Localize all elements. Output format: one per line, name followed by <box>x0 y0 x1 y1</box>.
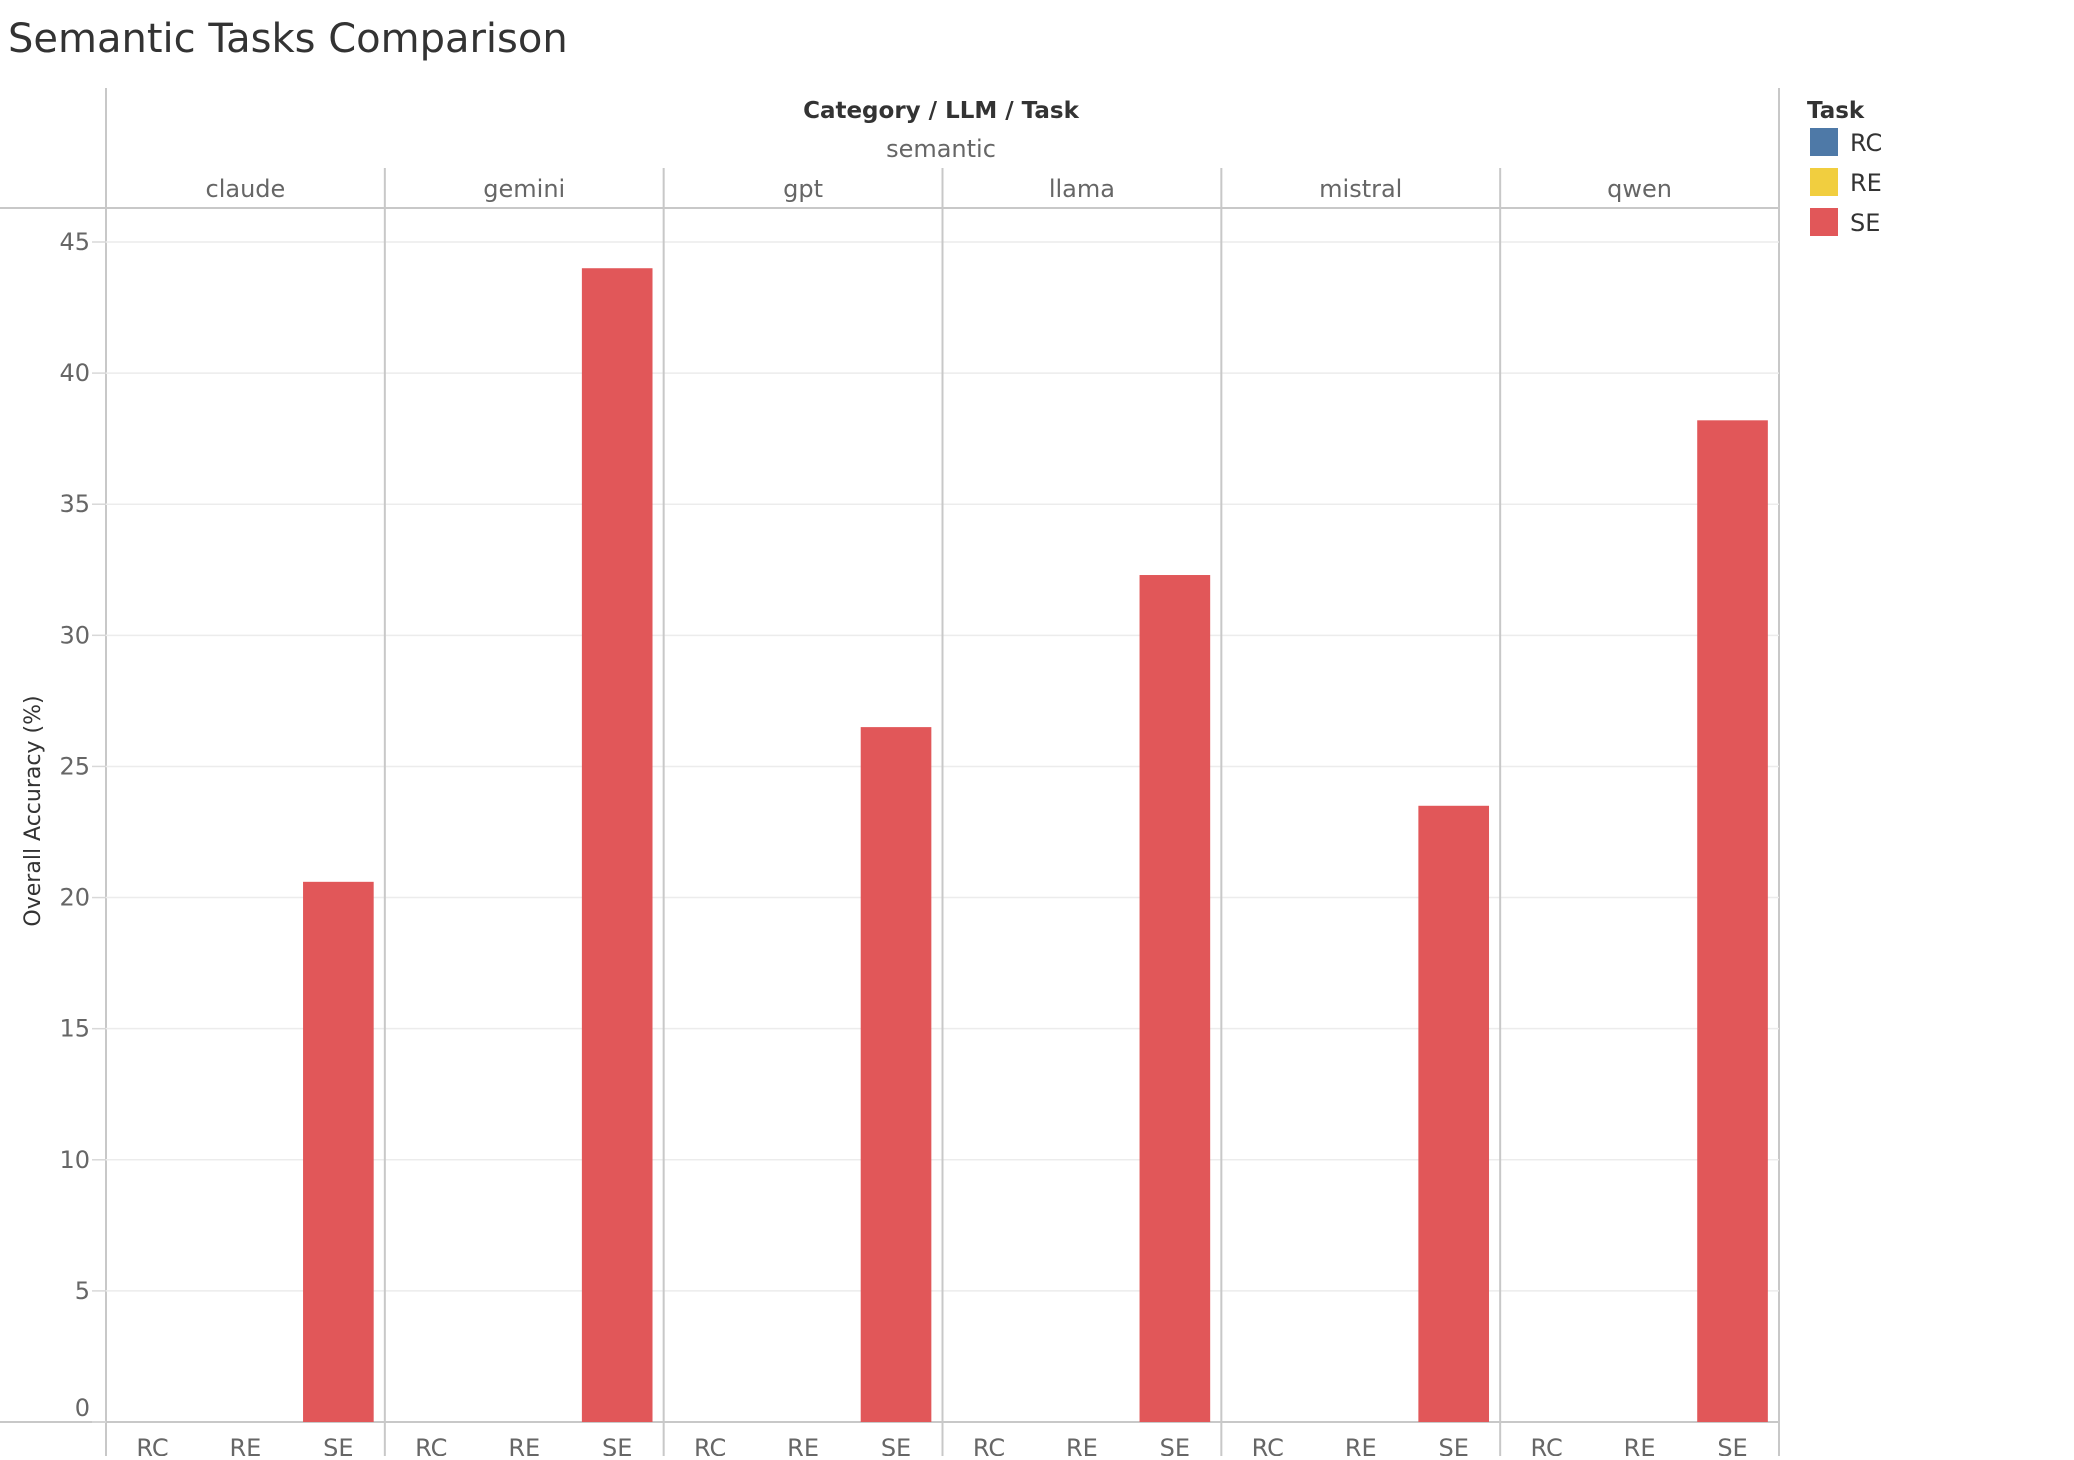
y-axis-ticks: 0 5 10 15 20 25 30 35 40 45 <box>59 228 106 1423</box>
bar-qwen-SE[interactable] <box>1697 420 1768 1422</box>
legend-title: Task <box>1807 98 1865 124</box>
llm-header-label: llama <box>1049 175 1115 203</box>
llm-header-label: qwen <box>1607 175 1672 203</box>
x-tick-label: RC <box>1252 1434 1284 1456</box>
panel-mistral: mistral RC RE SE <box>1220 168 1490 1460</box>
panel-qwen: qwen RC RE SE <box>1499 168 1768 1460</box>
panel-claude: claude RC RE SE <box>136 175 374 1460</box>
x-tick-label: SE <box>1438 1434 1468 1456</box>
bar-gemini-SE[interactable] <box>581 268 653 1423</box>
legend-swatch <box>1810 168 1838 196</box>
x-tick-label: RC <box>694 1434 726 1456</box>
x-tick-label: RC <box>973 1434 1005 1456</box>
legend-label: RE <box>1850 169 1882 197</box>
legend: RC RE SE <box>1810 128 1882 237</box>
header-title: Category / LLM / Task <box>803 98 1080 124</box>
x-tick-label: RC <box>415 1434 447 1456</box>
llm-header-label: gpt <box>783 175 823 203</box>
x-tick-label: SE <box>602 1434 632 1456</box>
y-tick-label: 35 <box>59 490 90 518</box>
legend-swatch <box>1810 208 1838 236</box>
panel-gpt: gpt RC RE SE <box>662 168 932 1460</box>
llm-header-label: gemini <box>483 175 565 203</box>
x-tick-label: RC <box>136 1434 168 1456</box>
x-tick-label: RC <box>1531 1434 1563 1456</box>
x-tick-label: SE <box>1160 1434 1190 1456</box>
y-tick-label: 45 <box>59 228 90 256</box>
y-tick-label: 20 <box>59 884 90 912</box>
y-tick-label: 25 <box>59 752 90 780</box>
y-tick-label: 10 <box>59 1146 90 1174</box>
x-tick-label: RE <box>1066 1434 1098 1456</box>
bar-mistral-SE[interactable] <box>1418 805 1490 1422</box>
category-label: semantic <box>886 135 996 163</box>
llm-header-label: mistral <box>1319 175 1402 203</box>
legend-item-RE[interactable]: RE <box>1810 168 1882 197</box>
panel-llama: llama RC RE SE <box>941 168 1211 1460</box>
llm-header-label: claude <box>206 175 286 203</box>
x-tick-label: RE <box>1624 1434 1656 1456</box>
y-tick-label: 30 <box>59 621 90 649</box>
x-tick-label: SE <box>323 1434 353 1456</box>
x-tick-label: RE <box>787 1434 819 1456</box>
x-tick-label: RE <box>229 1434 261 1456</box>
x-tick-label: RE <box>1345 1434 1377 1456</box>
legend-label: SE <box>1850 209 1880 237</box>
y-tick-label: 40 <box>59 359 90 387</box>
legend-swatch <box>1810 128 1838 156</box>
x-tick-label: RE <box>508 1434 540 1456</box>
y-axis-title: Overall Accuracy (%) <box>21 695 46 926</box>
bar-gpt-SE[interactable] <box>860 727 932 1422</box>
legend-item-RC[interactable]: RC <box>1810 128 1882 157</box>
y-tick-label: 5 <box>75 1277 90 1305</box>
x-tick-label: SE <box>881 1434 911 1456</box>
bar-claude-SE[interactable] <box>303 881 374 1422</box>
y-tick-label: 15 <box>59 1015 90 1043</box>
bar-llama-SE[interactable] <box>1139 575 1211 1422</box>
y-tick-label: 0 <box>75 1394 90 1422</box>
x-tick-label: SE <box>1717 1434 1747 1456</box>
chart-title: Semantic Tasks Comparison <box>8 16 568 62</box>
legend-label: RC <box>1850 129 1882 157</box>
llm-panels: claude RC RE SE gemini RC RE SE gpt RC RE SE llama RC… <box>136 168 1768 1460</box>
legend-item-SE[interactable]: SE <box>1810 208 1880 237</box>
panel-gemini: gemini RC RE SE <box>383 168 653 1460</box>
